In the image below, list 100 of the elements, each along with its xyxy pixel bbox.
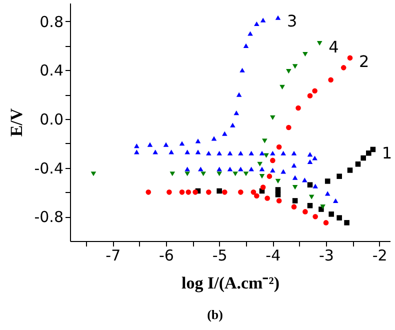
- point: [259, 150, 265, 156]
- point: [280, 169, 286, 174]
- point: [266, 174, 272, 179]
- point: [230, 122, 236, 128]
- point: [222, 131, 228, 136]
- point: [236, 92, 242, 97]
- point: [292, 64, 298, 69]
- point: [276, 198, 282, 204]
- point: [264, 153, 269, 158]
- point: [254, 193, 260, 198]
- x-tick-label: -7: [106, 246, 121, 264]
- point: [216, 172, 222, 176]
- point: [324, 178, 330, 184]
- series-label: 2: [359, 52, 370, 71]
- point: [302, 209, 308, 214]
- point: [262, 138, 268, 144]
- point: [270, 150, 276, 156]
- point: [328, 212, 334, 217]
- point: [276, 144, 282, 150]
- x-tick-label: -5: [212, 246, 228, 264]
- point: [328, 77, 334, 83]
- point: [275, 178, 281, 184]
- point: [312, 214, 318, 220]
- point: [291, 150, 297, 156]
- series-label: 1: [382, 143, 392, 162]
- point: [163, 142, 169, 147]
- point: [332, 198, 338, 204]
- point: [195, 150, 201, 154]
- point: [320, 204, 326, 210]
- point: [308, 194, 314, 200]
- point: [240, 68, 245, 72]
- text: (b): [207, 307, 223, 322]
- point: [336, 174, 342, 179]
- y-tick-label: 0.0: [40, 110, 64, 128]
- point: [216, 150, 222, 156]
- point: [238, 166, 244, 172]
- point: [243, 43, 249, 48]
- point: [296, 105, 301, 111]
- point: [260, 184, 266, 190]
- point: [286, 124, 292, 130]
- series-label: 4: [328, 37, 339, 56]
- point: [184, 172, 190, 176]
- point: [264, 196, 270, 201]
- point: [227, 150, 233, 156]
- point: [347, 55, 353, 61]
- point: [275, 15, 281, 20]
- point: [216, 166, 222, 172]
- point: [312, 88, 318, 94]
- y-axis-title: E/V: [7, 108, 26, 137]
- y-tick-label: -0.4: [34, 159, 64, 178]
- series-label: 3: [287, 12, 298, 31]
- point: [238, 190, 244, 195]
- point: [366, 150, 372, 156]
- point: [302, 178, 308, 182]
- point: [200, 172, 206, 176]
- point: [336, 215, 342, 220]
- point: [316, 40, 322, 46]
- point: [280, 84, 285, 90]
- point: [259, 166, 265, 172]
- point: [206, 190, 212, 195]
- point: [259, 174, 265, 179]
- point: [90, 172, 96, 176]
- point: [307, 159, 313, 164]
- point: [184, 166, 190, 172]
- point: [206, 150, 212, 156]
- point: [146, 190, 152, 195]
- point: [243, 172, 249, 176]
- point: [307, 93, 313, 98]
- x-tick-label: -2: [372, 246, 388, 264]
- point: [248, 31, 253, 36]
- y-tick-label: 0.4: [40, 62, 64, 80]
- point: [291, 204, 297, 210]
- point: [292, 198, 298, 204]
- point: [216, 188, 222, 194]
- point: [355, 161, 361, 167]
- point: [292, 185, 298, 190]
- point: [312, 184, 318, 188]
- point: [257, 162, 263, 166]
- point: [307, 152, 313, 157]
- point: [270, 158, 276, 164]
- point: [186, 190, 192, 195]
- point: [184, 150, 190, 154]
- x-tick-label: -3: [319, 246, 334, 264]
- point: [134, 150, 140, 154]
- point: [170, 172, 176, 176]
- point: [286, 69, 292, 74]
- point: [324, 191, 330, 196]
- x-axis-title: log I/(A.cm⁻²): [182, 274, 280, 292]
- point: [292, 175, 298, 180]
- point: [168, 150, 174, 154]
- point: [166, 190, 172, 195]
- point: [227, 166, 233, 172]
- point: [211, 136, 217, 141]
- point: [238, 150, 244, 156]
- point: [302, 52, 308, 57]
- point: [270, 168, 276, 172]
- point: [192, 190, 198, 195]
- point: [323, 220, 329, 226]
- point: [360, 155, 366, 161]
- point: [195, 138, 201, 144]
